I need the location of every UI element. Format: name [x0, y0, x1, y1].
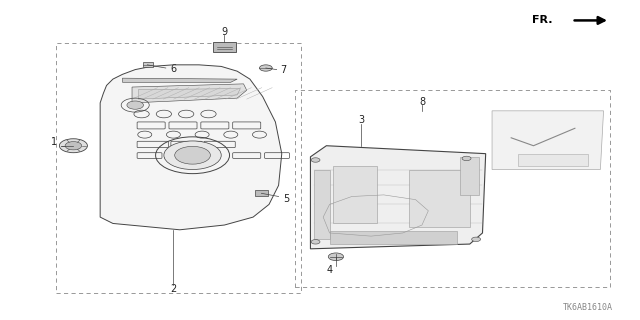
Polygon shape	[255, 189, 268, 196]
Circle shape	[60, 139, 88, 153]
Polygon shape	[100, 65, 282, 230]
Text: 1: 1	[51, 137, 57, 147]
Circle shape	[127, 101, 143, 109]
Text: 3: 3	[358, 115, 365, 125]
Bar	[330, 231, 457, 244]
Polygon shape	[310, 146, 486, 249]
Circle shape	[462, 156, 471, 161]
Text: 6: 6	[170, 64, 177, 74]
Text: 7: 7	[280, 65, 286, 75]
Circle shape	[328, 253, 344, 260]
Circle shape	[259, 65, 272, 71]
Text: 8: 8	[419, 97, 425, 107]
Text: 4: 4	[326, 265, 333, 276]
Polygon shape	[143, 62, 153, 67]
Polygon shape	[492, 111, 604, 170]
Text: TK6AB1610A: TK6AB1610A	[563, 303, 613, 312]
Polygon shape	[138, 89, 241, 99]
Bar	[314, 170, 330, 239]
Circle shape	[472, 237, 481, 242]
Bar	[518, 154, 588, 166]
Bar	[460, 157, 479, 195]
Text: 2: 2	[170, 284, 177, 294]
Polygon shape	[213, 42, 236, 52]
Text: FR.: FR.	[532, 15, 552, 25]
Circle shape	[175, 146, 211, 164]
Circle shape	[311, 240, 320, 244]
Circle shape	[164, 141, 221, 170]
Polygon shape	[132, 84, 246, 103]
Polygon shape	[122, 78, 237, 82]
Bar	[333, 166, 378, 223]
Text: 5: 5	[283, 194, 289, 204]
Circle shape	[311, 158, 320, 162]
Text: 9: 9	[221, 27, 227, 36]
Bar	[409, 170, 470, 227]
Circle shape	[65, 142, 82, 150]
